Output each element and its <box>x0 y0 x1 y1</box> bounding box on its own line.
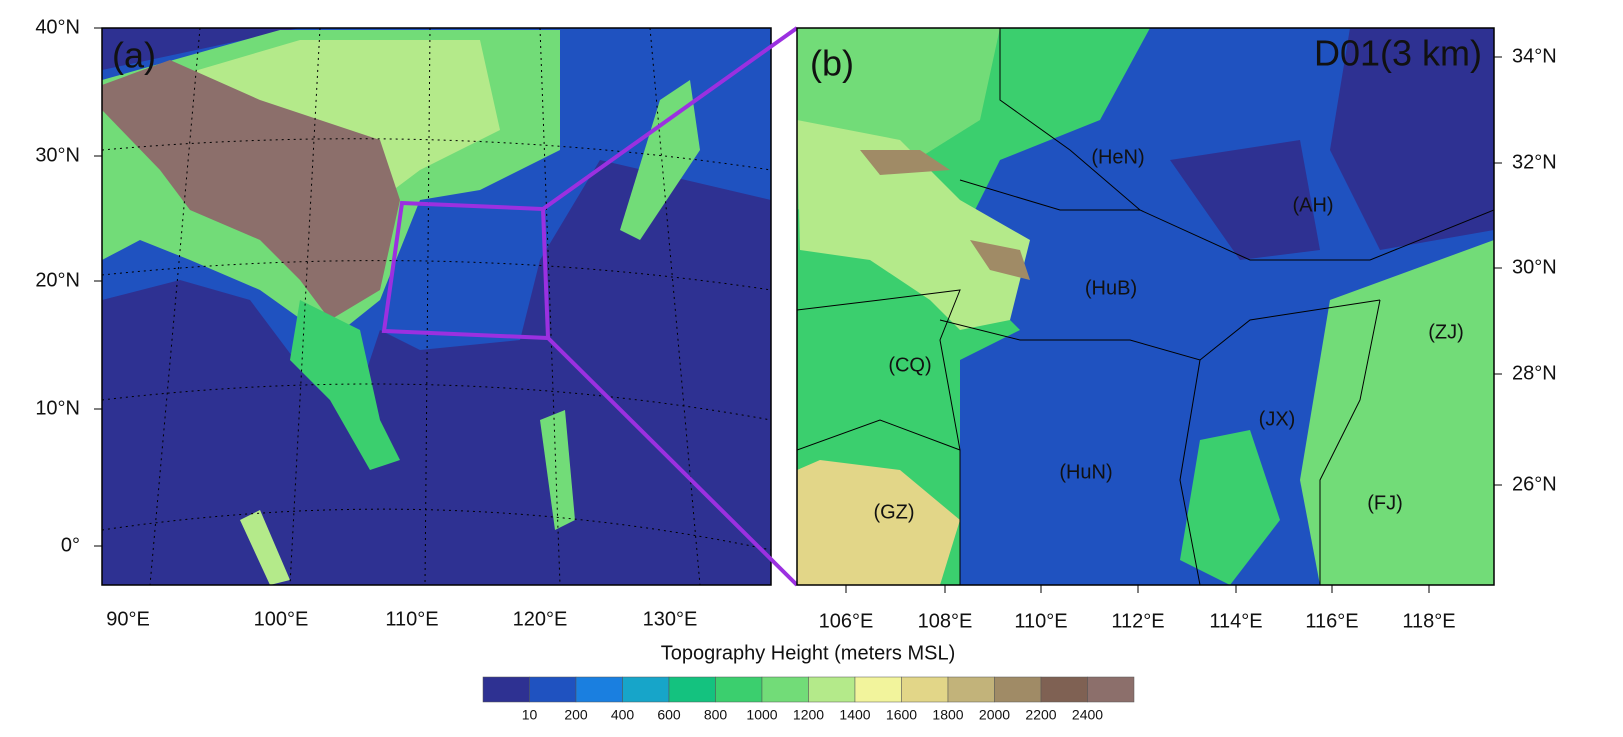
colorbar-label: 2200 <box>1025 707 1056 723</box>
lon-label: 110°E <box>385 608 438 630</box>
panel-label: (a) <box>112 35 156 76</box>
lat-label: 34°N <box>1512 45 1557 67</box>
colorbar-title: Topography Height (meters MSL) <box>661 642 956 664</box>
map-a <box>102 28 771 585</box>
lat-label: 30°N <box>1512 256 1557 278</box>
colorbar-swatch <box>947 676 995 703</box>
lon-label: 114°E <box>1209 610 1262 632</box>
lat-label: 10°N <box>35 397 80 419</box>
lon-label: 112°E <box>1111 610 1164 632</box>
colorbar-label: 400 <box>611 707 635 723</box>
colorbar-label: 1000 <box>746 707 777 723</box>
colorbar-swatch <box>575 676 623 703</box>
region-label: (JX) <box>1259 408 1296 430</box>
lon-label: 118°E <box>1402 610 1455 632</box>
colorbar-label: 600 <box>657 707 681 723</box>
colorbar-swatch <box>808 676 856 703</box>
lon-label: 108°E <box>918 610 973 632</box>
lat-label: 26°N <box>1512 473 1557 495</box>
lat-label: 0° <box>61 534 80 556</box>
colorbar-swatch <box>994 676 1042 703</box>
colorbar-swatch <box>715 676 763 703</box>
lon-label: 120°E <box>513 608 568 630</box>
region-label: (CQ) <box>888 354 931 376</box>
colorbar-label: 1600 <box>886 707 917 723</box>
map-b <box>797 28 1494 585</box>
region-label: (AH) <box>1292 194 1333 216</box>
lat-label: 30°N <box>35 144 80 166</box>
colorbar-swatch <box>854 676 902 703</box>
colorbar-label: 1200 <box>793 707 824 723</box>
colorbar-swatch <box>1087 676 1135 703</box>
colorbar-label: 1400 <box>839 707 870 723</box>
colorbar-label: 2400 <box>1072 707 1103 723</box>
region-label: (HuB) <box>1085 277 1137 299</box>
lon-label: 116°E <box>1305 610 1358 632</box>
lon-label: 130°E <box>643 608 698 630</box>
lat-label: 32°N <box>1512 151 1557 173</box>
colorbar-swatch <box>761 676 809 703</box>
colorbar-label: 1800 <box>932 707 963 723</box>
colorbar-swatch <box>622 676 670 703</box>
lat-label: 40°N <box>35 16 80 38</box>
colorbar-swatch <box>529 676 577 703</box>
colorbar-label: 200 <box>564 707 588 723</box>
region-label: (GZ) <box>873 501 914 523</box>
region-label: (FJ) <box>1367 492 1403 514</box>
colorbar-swatch <box>901 676 949 703</box>
colorbar-label: 10 <box>522 707 538 723</box>
lon-label: 100°E <box>254 608 309 630</box>
region-label: (HeN) <box>1091 146 1144 168</box>
lat-label: 28°N <box>1512 362 1557 384</box>
colorbar-swatch <box>668 676 716 703</box>
panel-title: D01(3 km) <box>1314 33 1482 74</box>
colorbar-label: 2000 <box>979 707 1010 723</box>
lon-label: 90°E <box>106 608 150 630</box>
lon-label: 110°E <box>1014 610 1067 632</box>
colorbar-label: 800 <box>704 707 728 723</box>
panel-label: (b) <box>810 43 854 84</box>
region-label: (ZJ) <box>1428 321 1464 343</box>
region-label: (HuN) <box>1059 461 1112 483</box>
lat-label: 20°N <box>35 269 80 291</box>
colorbar-swatch <box>1040 676 1088 703</box>
colorbar-swatch <box>482 676 530 703</box>
lon-label: 106°E <box>819 610 874 632</box>
